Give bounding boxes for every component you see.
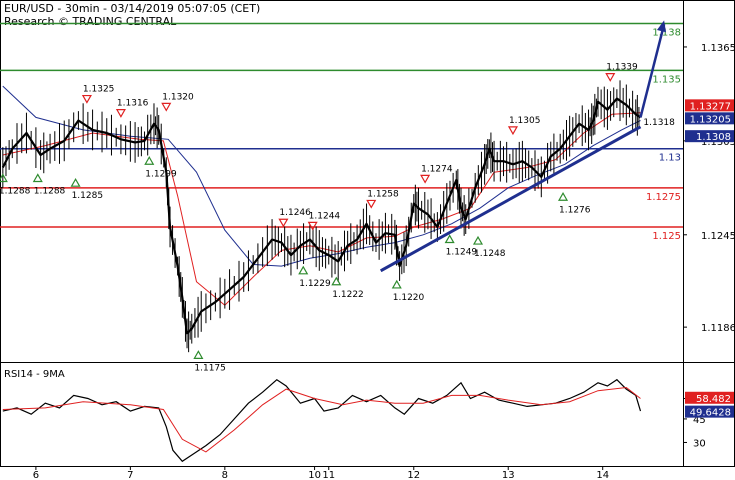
swing-low-marker [331, 276, 342, 286]
swing-high-marker [81, 94, 92, 104]
swing-high-marker [161, 102, 172, 112]
swing-low-marker [391, 279, 402, 289]
chart-title: EUR/USD - 30min - 03/14/2019 05:07:05 (C… [4, 2, 261, 15]
swing-high-label: 1.1274 [421, 164, 453, 174]
rsi-title: RSI14 - 9MA [4, 369, 65, 380]
price-tag [685, 130, 734, 143]
swing-low-marker [298, 265, 309, 275]
x-tick-label: 7 [127, 470, 133, 480]
swing-high-label: 1.1244 [309, 211, 341, 221]
forecast-arrow [639, 24, 666, 118]
rsi-tag [685, 391, 734, 404]
rsi-tag-label: 49.6428 [690, 408, 731, 419]
swing-low-label: 1.1248 [474, 249, 506, 259]
price-tick-label: 1.1365 [701, 43, 735, 54]
swing-low-marker [70, 177, 81, 187]
price-tag-label: 1.13277 [690, 101, 731, 112]
rsi-tick-label: 45 [693, 415, 706, 426]
swing-high-marker [420, 174, 431, 184]
price-line [1, 97, 642, 335]
price-tag [685, 99, 734, 112]
price-tag [685, 112, 734, 125]
swing-low-label: 1.1299 [145, 169, 177, 179]
swing-high-marker [605, 73, 616, 82]
x-tick-label: 12 [407, 470, 420, 480]
swing-high-label: 1.1258 [367, 189, 399, 199]
swing-high-marker [307, 221, 318, 231]
swing-low-label: 1.1288 [0, 186, 31, 196]
swing-high-label: 1.1320 [162, 92, 194, 102]
swing-low-marker [193, 350, 204, 359]
swing-low-label: 1.1285 [72, 191, 104, 201]
price-tick-label: 1.1305 [701, 137, 735, 148]
level-label-support-1125: 1.125 [652, 231, 681, 242]
price-tick-label: 1.1186 [701, 323, 735, 334]
swing-low-label: 1.1220 [393, 293, 425, 303]
swing-low-marker [32, 173, 43, 183]
swing-low-label: 1.1229 [299, 279, 331, 289]
swing-high-marker [278, 218, 289, 228]
swing-high-label: 1.1316 [117, 99, 149, 109]
x-tick-label: 6 [33, 470, 39, 480]
rsi-ma-line [2, 386, 641, 453]
level-label-support-11275: 1.1275 [646, 192, 681, 203]
swing-low-marker [444, 234, 455, 244]
swing-low-label: 1.1222 [332, 290, 364, 300]
swing-high-marker [366, 199, 377, 209]
chart-source: Research © TRADING CENTRAL [4, 15, 177, 28]
trend-line [379, 125, 642, 273]
price-tag-label: 1.13205 [690, 114, 731, 125]
level-label-resistance-1138: 1.138 [652, 27, 681, 38]
swing-low-marker [472, 235, 484, 245]
rsi-tag-label: 58.482 [696, 394, 731, 405]
trend-line-label: 1.1318 [643, 118, 675, 128]
rsi-line [2, 378, 642, 463]
swing-high-marker [115, 109, 126, 118]
swing-low-marker [0, 173, 8, 183]
swing-low-label: 1.1276 [559, 205, 591, 215]
swing-low-label: 1.1175 [194, 363, 226, 373]
level-label-pivot-113: 1.13 [659, 153, 681, 164]
forecast-arrow-head [656, 20, 667, 33]
x-tick-label: 13 [502, 470, 515, 480]
swing-low-label: 1.1288 [34, 186, 66, 196]
rsi-tag [685, 405, 734, 418]
swing-high-label: 1.1325 [83, 85, 115, 95]
swing-high-marker [507, 126, 518, 136]
price-tick-label: 1.1245 [701, 231, 735, 242]
ma-fast-line [2, 112, 641, 306]
level-label-resistance-1135: 1.135 [652, 74, 681, 85]
x-tick-label: 8 [222, 470, 228, 480]
rsi-tick-label: 30 [693, 438, 706, 449]
swing-high-label: 1.1339 [606, 63, 638, 73]
x-tick-label: 14 [596, 470, 609, 480]
x-tick-label: 10 [308, 470, 321, 480]
price-tag-label: 1.1308 [696, 132, 731, 143]
swing-low-marker [144, 156, 155, 165]
swing-high-label: 1.1305 [509, 116, 541, 126]
swing-low-label: 1.1249 [446, 248, 478, 258]
x-tick-label: 11 [322, 470, 335, 480]
swing-high-label: 1.1246 [279, 208, 311, 218]
swing-low-marker [557, 192, 569, 201]
